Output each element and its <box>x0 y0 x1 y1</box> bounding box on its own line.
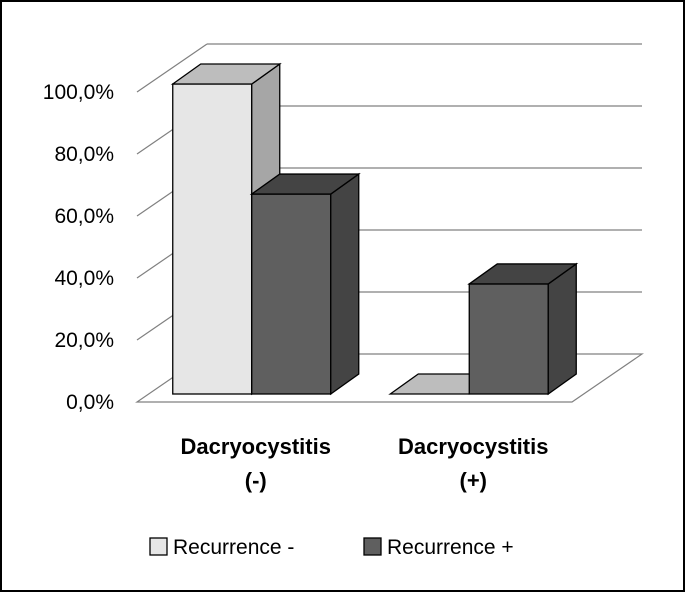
y-tick-label: 0,0% <box>66 391 114 414</box>
y-tick-label: 40,0% <box>54 267 114 290</box>
y-tick-label: 80,0% <box>54 143 114 166</box>
bar-top <box>249 173 361 195</box>
legend-swatch <box>149 537 168 556</box>
bar-top <box>467 263 579 285</box>
legend-swatch <box>363 537 382 556</box>
bar-side <box>330 172 360 396</box>
category-label: (+) <box>460 468 488 493</box>
category-label: Dacryocystitis <box>181 434 331 459</box>
category-label: (-) <box>245 468 267 493</box>
legend-label: Recurrence + <box>387 536 514 559</box>
legend-label: Recurrence - <box>173 536 294 559</box>
y-tick-label: 60,0% <box>54 205 114 228</box>
bar-top <box>170 63 282 85</box>
bar <box>468 283 549 395</box>
y-tick-label: 20,0% <box>54 329 114 352</box>
category-label: Dacryocystitis <box>398 434 548 459</box>
y-tick-label: 100,0% <box>43 81 114 104</box>
gridline-side <box>136 43 208 93</box>
bar <box>251 193 332 395</box>
bar-side <box>547 262 577 396</box>
bar <box>172 83 253 395</box>
